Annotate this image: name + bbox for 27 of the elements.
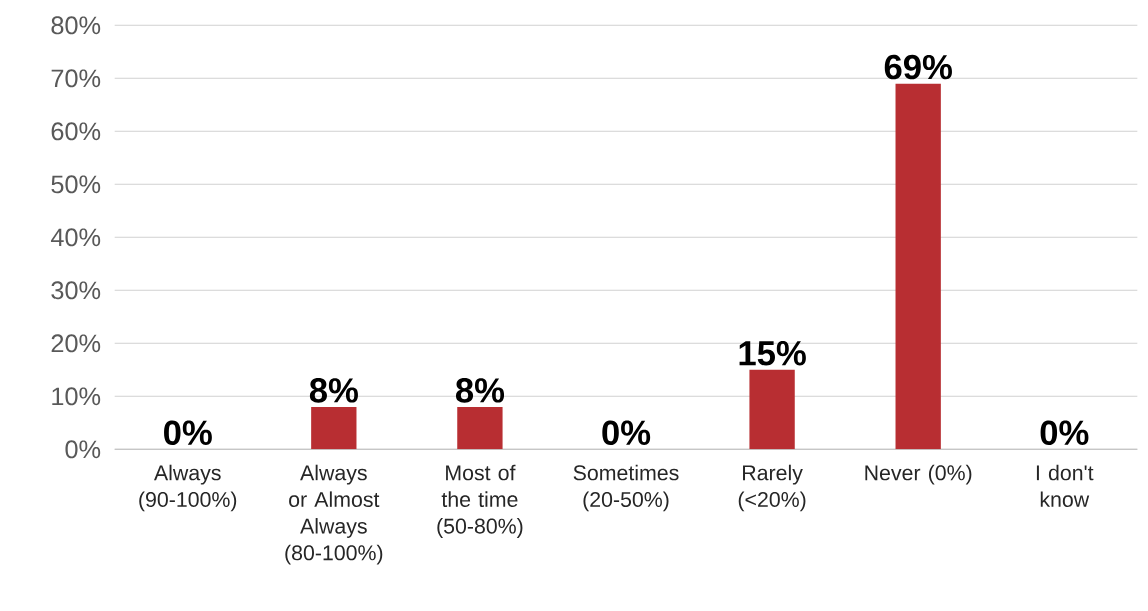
x-tick-label: Sometimes (20-50%) bbox=[573, 464, 679, 512]
data-label: 69% bbox=[884, 54, 952, 80]
bar bbox=[895, 83, 941, 450]
data-label: 0% bbox=[602, 420, 651, 446]
y-tick-label: 80% bbox=[51, 16, 101, 35]
x-tick-label: Most of the time (50-80%) bbox=[437, 464, 523, 539]
data-label: 8% bbox=[309, 378, 358, 403]
y-tick-label: 50% bbox=[51, 175, 101, 194]
x-tick-label: Always (90-100%) bbox=[139, 464, 237, 512]
bar bbox=[749, 370, 795, 450]
x-tick-label: Always or Almost Always (80-100%) bbox=[285, 464, 383, 565]
data-label: 8% bbox=[455, 378, 505, 403]
bar bbox=[311, 407, 357, 450]
x-tick-label: Never (0%) bbox=[865, 464, 972, 485]
x-tick-label: I don't know bbox=[1036, 464, 1094, 508]
y-tick-label: 40% bbox=[50, 228, 101, 247]
x-tick-label: Rarely (<20%) bbox=[738, 464, 806, 512]
bar bbox=[457, 407, 503, 450]
y-tick-label: 70% bbox=[51, 69, 101, 88]
y-tick-label: 60% bbox=[51, 122, 101, 141]
data-label: 0% bbox=[1040, 420, 1089, 446]
y-tick-label: 0% bbox=[65, 440, 101, 459]
y-tick-label: 20% bbox=[51, 334, 101, 353]
y-tick-label: 30% bbox=[51, 281, 101, 300]
data-label: 0% bbox=[164, 420, 212, 446]
y-tick-label: 10% bbox=[52, 387, 101, 406]
data-label: 15% bbox=[739, 341, 806, 366]
